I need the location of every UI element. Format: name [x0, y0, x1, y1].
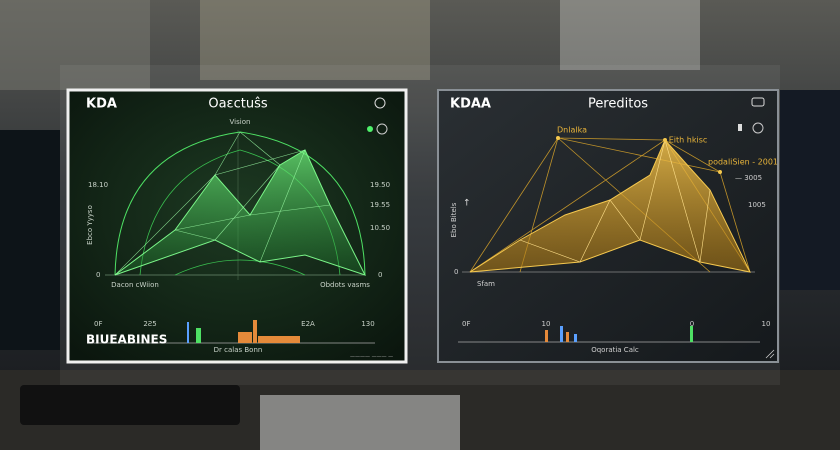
icon — [374, 97, 386, 109]
bar — [574, 334, 577, 342]
icon — [738, 124, 742, 131]
bar — [187, 322, 189, 343]
side-monitor — [0, 130, 60, 350]
bottom-tick: 0F — [462, 320, 470, 328]
arc — [174, 259, 306, 276]
peak-label: Vision — [230, 118, 251, 126]
x-label: Dacon cWiion — [111, 281, 159, 289]
bottom-tick: 10 — [542, 320, 551, 328]
x-label: Obdots vasms — [320, 281, 370, 289]
icon — [376, 123, 388, 135]
vertex — [663, 138, 667, 142]
vertex — [718, 170, 722, 174]
window — [560, 0, 700, 70]
mesh-lines — [519, 138, 711, 263]
bottom-tick: 10 — [762, 320, 771, 328]
keyboard — [20, 385, 240, 425]
resize-handle — [765, 349, 775, 359]
annotation: 1005 — [748, 201, 766, 209]
bar — [258, 336, 300, 343]
bar — [196, 328, 201, 343]
bar — [545, 330, 548, 342]
annotation: podaliSien - 2001 — [708, 158, 778, 167]
board — [200, 0, 430, 80]
y-label: 19.50 — [370, 181, 390, 189]
bar — [238, 332, 252, 343]
y-label: 19.55 — [370, 201, 390, 209]
y-label: 0 — [454, 268, 458, 276]
y-axis-title: Ebo Bitels — [450, 202, 458, 237]
vertex — [556, 136, 560, 140]
mesh-lines — [114, 131, 331, 276]
bottom-tick: 0F — [94, 320, 102, 328]
bottom-tick: 2Ƨ5 — [143, 320, 156, 328]
bar — [566, 332, 569, 342]
footer-caption: Oqoratia Calc — [591, 346, 639, 354]
paper — [260, 395, 460, 450]
annotation: — 3005 — [735, 174, 762, 182]
arrow: ↑ — [463, 199, 471, 209]
status-dot — [367, 126, 373, 132]
bar — [253, 320, 257, 343]
bar — [690, 326, 693, 342]
bottom-tick: 0 — [690, 320, 694, 328]
y-label: 0 — [96, 271, 100, 279]
bottom-tick: 130 — [361, 320, 374, 328]
side-monitor — [780, 90, 840, 290]
icon — [751, 97, 765, 107]
x-label: Sfam — [477, 280, 495, 288]
y-label: 18.10 — [88, 181, 108, 189]
footer-caption: Dr calas Bonn — [214, 346, 263, 354]
y-label: 0 — [378, 271, 382, 279]
footer-note: ———— ——— — — [350, 354, 393, 360]
panel-heading: Pereditos — [588, 97, 648, 112]
bottom-tick: E2A — [301, 320, 315, 328]
panel-title: KDA — [86, 97, 117, 112]
bar — [560, 326, 563, 342]
annotation: Dnlalka — [557, 126, 587, 135]
wall — [0, 0, 150, 90]
panel-heading: Oaεctuŝs — [208, 97, 267, 112]
panel-title: KDAA — [450, 97, 491, 112]
y-label: 10.50 — [370, 224, 390, 232]
icon — [752, 122, 764, 134]
mesh — [114, 149, 366, 276]
y-axis-title: Ebco Yyyso — [86, 205, 94, 245]
annotation: Eith hkisc — [669, 136, 708, 145]
footer-title: BIUEABINES — [86, 333, 167, 347]
